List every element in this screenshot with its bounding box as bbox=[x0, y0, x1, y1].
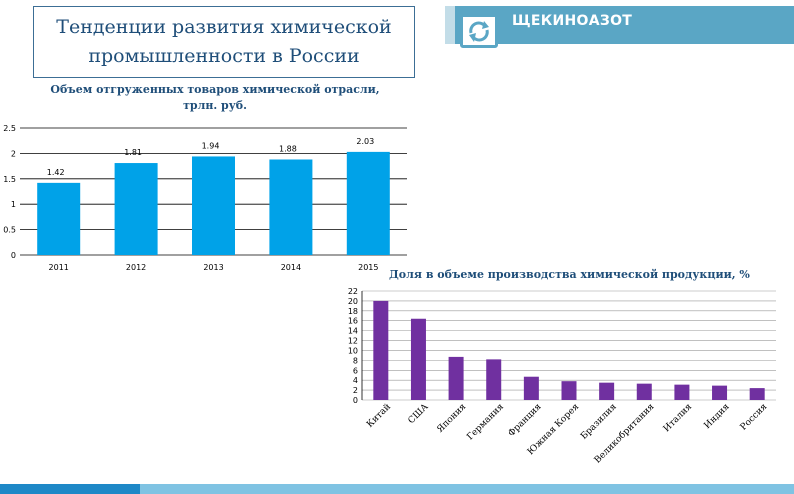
chart2-bar bbox=[749, 388, 765, 400]
chart1-y-tick-label: 1 bbox=[11, 200, 16, 209]
chart2-x-tick-label: Франция bbox=[507, 402, 544, 439]
logo-text: ЩЕКИНОАЗОТ bbox=[512, 13, 633, 29]
chart2-y-tick-label: 18 bbox=[348, 307, 358, 316]
chart1-title: Объем отгруженных товаров химической отр… bbox=[30, 82, 400, 114]
chart2-bar bbox=[448, 356, 464, 400]
chart1-y-tick-label: 2.5 bbox=[3, 124, 16, 133]
chart1-y-tick-label: 0.5 bbox=[3, 226, 16, 235]
title-box: Тенденции развития химической промышленн… bbox=[33, 6, 415, 78]
chart1-data-label: 2.03 bbox=[356, 137, 374, 146]
chart2-bar bbox=[712, 385, 728, 400]
chart1-bar bbox=[346, 151, 390, 255]
chart2-x-tick-label: Китай bbox=[365, 402, 393, 430]
chart2-bar bbox=[599, 382, 615, 400]
chart1-bar bbox=[114, 163, 158, 255]
chart1-x-tick-label: 2015 bbox=[358, 263, 378, 272]
chart1-y-tick-label: 0 bbox=[11, 251, 16, 260]
footer-stripe-light bbox=[140, 484, 794, 494]
chart1-x-tick-label: 2011 bbox=[49, 263, 69, 272]
chart2-x-tick-label: Германия bbox=[465, 402, 506, 443]
chart2-bar bbox=[486, 359, 502, 400]
chart2-y-tick-label: 6 bbox=[353, 366, 358, 375]
chart2-x-tick-label: Япония bbox=[435, 402, 468, 435]
logo-bar bbox=[455, 6, 794, 44]
chart1-title-line-2: трлн. руб. bbox=[183, 99, 247, 112]
chart2-bar bbox=[561, 381, 577, 400]
chart2-x-tick-label: Россия bbox=[739, 402, 770, 433]
chart2-y-tick-label: 0 bbox=[353, 396, 358, 405]
chart2-x-tick-label: США bbox=[407, 402, 431, 426]
chart1-bar bbox=[192, 156, 235, 255]
footer-stripe-dark bbox=[0, 484, 140, 494]
chart1-data-label: 1.81 bbox=[124, 148, 142, 157]
chart2-y-tick-label: 12 bbox=[348, 337, 358, 346]
chart2-bar bbox=[373, 300, 389, 400]
page-title-line-2: промышленности в России bbox=[88, 45, 360, 67]
chart1-bar bbox=[269, 159, 313, 255]
chart2-bar bbox=[636, 383, 652, 400]
chart2-title: Доля в объеме производства химической пр… bbox=[389, 268, 750, 281]
chart2-bar bbox=[410, 318, 426, 400]
logo-stripe bbox=[445, 6, 455, 44]
chart2-y-tick-label: 16 bbox=[348, 317, 358, 326]
chart2-x-tick-label: Индия bbox=[703, 402, 732, 431]
chart2-bar bbox=[523, 376, 539, 400]
chart2-bar bbox=[674, 384, 690, 400]
chart2-y-tick-label: 2 bbox=[353, 386, 358, 395]
chart1-y-tick-label: 2 bbox=[11, 149, 16, 158]
page-title-line-1: Тенденции развития химической bbox=[56, 16, 392, 38]
chart2-y-tick-label: 20 bbox=[348, 297, 358, 306]
chart2-x-tick-label: Бразилия bbox=[579, 402, 619, 442]
chart1-y-tick-label: 1.5 bbox=[3, 175, 16, 184]
chart2-y-tick-label: 14 bbox=[348, 327, 358, 336]
chart1-title-line-1: Объем отгруженных товаров химической отр… bbox=[50, 83, 380, 96]
chart2-y-tick-label: 4 bbox=[353, 376, 358, 385]
chart2-y-tick-label: 8 bbox=[353, 356, 358, 365]
chart1-x-tick-label: 2012 bbox=[126, 263, 146, 272]
chart2-x-tick-label: Италия bbox=[662, 402, 694, 434]
chart1-data-label: 1.42 bbox=[47, 168, 65, 177]
chart1-bar bbox=[37, 182, 81, 255]
refresh-arrows-icon bbox=[460, 14, 498, 48]
chart1-data-label: 1.94 bbox=[202, 141, 220, 150]
chart1-x-tick-label: 2014 bbox=[281, 263, 301, 272]
chart2-y-tick-label: 22 bbox=[348, 287, 358, 296]
chart1-x-tick-label: 2013 bbox=[203, 263, 223, 272]
chart1-data-label: 1.88 bbox=[279, 144, 297, 153]
page-title: Тенденции развития химической промышленн… bbox=[34, 13, 414, 71]
chart2-y-tick-label: 10 bbox=[348, 346, 358, 355]
